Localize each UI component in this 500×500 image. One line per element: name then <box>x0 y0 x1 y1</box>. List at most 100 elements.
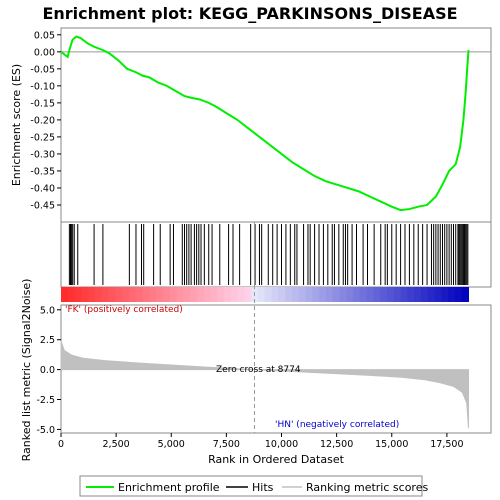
metric-ytick-label: -2.5 <box>36 395 55 406</box>
legend-box <box>79 475 423 497</box>
colorbar-segment <box>244 287 252 302</box>
colorbar-segment <box>108 287 116 302</box>
colorbar-segment <box>257 287 266 302</box>
legend-hits-label: Hits <box>252 481 274 494</box>
colorbar-segment <box>325 287 334 302</box>
xtick-label: 2,500 <box>103 439 130 450</box>
legend-metric-label: Ranking metric scores <box>306 481 428 494</box>
enrichment-profile-line <box>60 35 470 212</box>
es-ytick-label: -0.35 <box>30 166 55 177</box>
colorbar-segment <box>434 287 442 302</box>
colorbar-segment <box>332 287 340 302</box>
colorbar-segment <box>81 287 89 302</box>
colorbar-segment <box>210 287 218 302</box>
colorbar-segment <box>149 287 157 302</box>
ranking-metric-area <box>60 340 470 429</box>
positive-correlation-label: 'FK' (positively correlated) <box>65 305 183 315</box>
colorbar-segment <box>196 287 205 302</box>
colorbar-segment <box>414 287 422 302</box>
chart-title: Enrichment plot: KEGG_PARKINSONS_DISEASE <box>42 4 457 23</box>
xtick-label: 0 <box>58 439 64 450</box>
colorbar-segment <box>454 287 463 302</box>
colorbar-segment <box>224 287 232 302</box>
colorbar-segment <box>101 287 110 302</box>
xtick-label: 15,000 <box>375 439 408 450</box>
colorbar-segment <box>230 287 239 302</box>
metric-ytick-label: 0.0 <box>40 365 55 376</box>
colorbar-segment <box>190 287 198 302</box>
colorbar-segment <box>142 287 150 302</box>
es-panel-frame <box>60 27 492 223</box>
colorbar-segment <box>420 287 429 302</box>
colorbar-segment <box>74 287 82 302</box>
colorbar-segment <box>122 287 130 302</box>
x-axis: 0 2,500 5,000 7,500 10,000 12,500 15,000 17,500 <box>58 433 464 450</box>
metric-ytick-label: -5.0 <box>36 425 55 436</box>
colorbar-segment <box>366 287 374 302</box>
xtick-label: 17,500 <box>430 439 463 450</box>
ranking-colorbar <box>61 287 470 302</box>
colorbar-segment <box>400 287 408 302</box>
colorbar-segment <box>291 287 300 302</box>
es-ytick-label: -0.20 <box>30 115 55 126</box>
colorbar-segment <box>285 287 293 302</box>
colorbar-segment <box>380 287 388 302</box>
es-y-axis: 0.05 0.00 -0.05 -0.10 -0.15 -0.20 -0.25 -0.30 -0… <box>30 30 61 211</box>
es-ylabel: Enrichment score (ES) <box>10 64 23 186</box>
colorbar-segment <box>61 287 69 302</box>
colorbar-segment <box>407 287 415 302</box>
metric-ylabel: Ranked list metric (Signal2Noise) <box>20 279 33 462</box>
legend-enrichment-label: Enrichment profile <box>118 481 220 494</box>
colorbar-segment <box>162 287 171 302</box>
colorbar-segment <box>359 287 368 302</box>
colorbar-segment <box>305 287 313 302</box>
colorbar-segment <box>156 287 164 302</box>
xtick-label: 5,000 <box>158 439 185 450</box>
colorbar-segment <box>319 287 327 302</box>
xtick-label: 10,000 <box>265 439 298 450</box>
colorbar-segment <box>183 287 191 302</box>
colorbar-segment <box>88 287 96 302</box>
colorbar-segment <box>264 287 273 302</box>
colorbar-segment <box>393 287 402 302</box>
metric-ytick-label: 5.0 <box>40 305 55 316</box>
metric-ytick-label: 2.5 <box>40 335 55 346</box>
es-ytick-label: -0.40 <box>30 183 55 194</box>
colorbar-segment <box>176 287 184 302</box>
es-ytick-label: -0.15 <box>30 98 55 109</box>
colorbar-segment <box>128 287 137 302</box>
colorbar-segment <box>312 287 320 302</box>
colorbar-segment <box>387 287 395 302</box>
es-ytick-label: -0.30 <box>30 149 55 160</box>
es-ytick-label: -0.45 <box>30 200 55 211</box>
colorbar-segment <box>441 287 449 302</box>
negative-correlation-label: 'HN' (negatively correlated) <box>275 420 399 430</box>
colorbar-segment <box>427 287 436 302</box>
colorbar-segment <box>461 287 470 302</box>
colorbar-segment <box>373 287 381 302</box>
colorbar-segment <box>115 287 123 302</box>
colorbar-segment <box>448 287 456 302</box>
colorbar-segment <box>203 287 211 302</box>
colorbar-segment <box>135 287 144 302</box>
colorbar-segment <box>67 287 76 302</box>
colorbar-segment <box>271 287 279 302</box>
colorbar-segment <box>169 287 177 302</box>
es-ytick-label: 0.05 <box>34 30 55 41</box>
xtick-label: 7,500 <box>213 439 240 450</box>
colorbar-segment <box>339 287 347 302</box>
colorbar-segment <box>346 287 354 302</box>
hits-panel-frame <box>60 221 492 288</box>
es-ytick-label: -0.05 <box>30 64 55 75</box>
colorbar-segment <box>217 287 225 302</box>
colorbar-segment <box>237 287 245 302</box>
es-ytick-label: -0.10 <box>30 81 55 92</box>
es-ytick-label: -0.25 <box>30 132 55 143</box>
x-axis-label: Rank in Ordered Dataset <box>208 453 345 466</box>
es-ytick-label: 0.00 <box>34 47 55 58</box>
colorbar-segment <box>278 287 286 302</box>
hits-panel <box>68 224 469 285</box>
xtick-label: 12,500 <box>320 439 353 450</box>
colorbar-segment <box>298 287 307 302</box>
